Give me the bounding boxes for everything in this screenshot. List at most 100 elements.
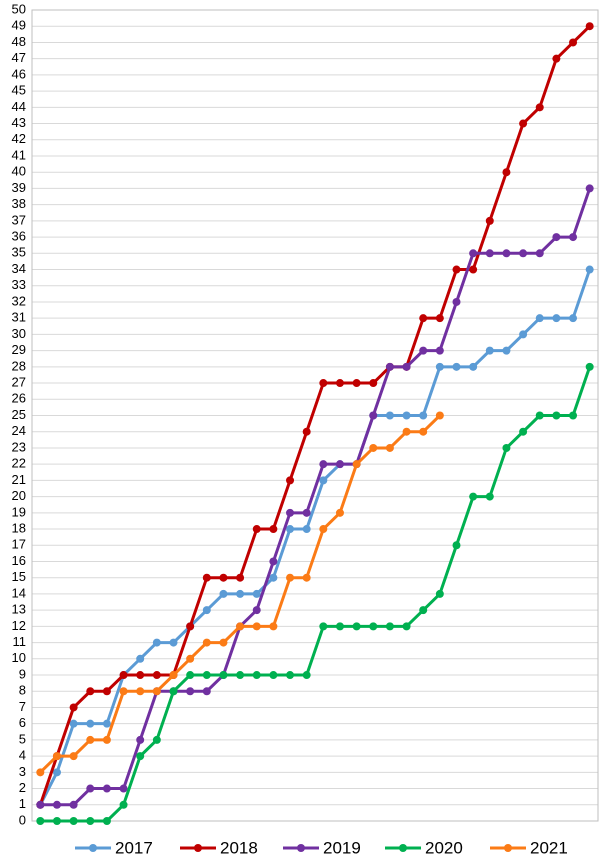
data-point (252, 589, 261, 598)
data-point (585, 22, 594, 31)
data-point (302, 671, 311, 680)
data-point (519, 330, 528, 339)
y-tick-label: 19 (12, 504, 26, 519)
data-point (485, 249, 494, 258)
data-point (219, 589, 228, 598)
data-point (152, 638, 161, 647)
data-point (469, 492, 478, 501)
y-tick-label: 22 (12, 456, 26, 471)
y-tick-label: 8 (19, 683, 26, 698)
y-tick-label: 29 (12, 342, 26, 357)
data-point (319, 379, 328, 388)
y-tick-label: 4 (19, 748, 26, 763)
data-point (419, 606, 428, 615)
y-tick-label: 35 (12, 245, 26, 260)
data-point (569, 38, 578, 47)
data-point (202, 573, 211, 582)
data-point (36, 768, 45, 777)
data-point (585, 362, 594, 371)
plot-border (31, 9, 599, 822)
series-line (38, 25, 591, 806)
y-tick-label: 21 (12, 472, 26, 487)
y-tick-label: 10 (12, 650, 26, 665)
data-point (352, 379, 361, 388)
data-point (535, 249, 544, 258)
data-point (352, 622, 361, 631)
data-point (385, 622, 394, 631)
y-tick-label: 20 (12, 488, 26, 503)
data-point (469, 265, 478, 274)
data-point (302, 573, 311, 582)
y-tick-label: 12 (12, 618, 26, 633)
legend-marker (504, 844, 512, 852)
data-point (485, 216, 494, 225)
y-tick-label: 46 (12, 66, 26, 81)
data-point (236, 671, 245, 680)
data-point (102, 719, 111, 728)
data-point (369, 443, 378, 452)
data-point (269, 671, 278, 680)
data-point (485, 346, 494, 355)
data-point (435, 589, 444, 598)
y-tick-label: 25 (12, 407, 26, 422)
data-point (502, 346, 511, 355)
data-point (569, 411, 578, 420)
y-tick-label: 17 (12, 537, 26, 552)
data-point (202, 671, 211, 680)
data-point (119, 671, 128, 680)
data-point (286, 671, 295, 680)
data-point (385, 411, 394, 420)
data-point (286, 476, 295, 485)
data-point (102, 735, 111, 744)
data-point (402, 622, 411, 631)
data-point (435, 314, 444, 323)
data-point (52, 768, 61, 777)
y-tick-label: 43 (12, 115, 26, 130)
y-tick-label: 41 (12, 147, 26, 162)
data-point (69, 719, 78, 728)
data-point (302, 525, 311, 534)
series-line (40, 366, 592, 823)
y-tick-label: 49 (12, 18, 26, 33)
data-point (286, 525, 295, 534)
data-point (552, 233, 561, 242)
data-point (52, 752, 61, 761)
data-point (202, 687, 211, 696)
data-point (469, 249, 478, 258)
data-point (236, 573, 245, 582)
data-point (186, 654, 195, 663)
y-tick-label: 39 (12, 180, 26, 195)
data-point (369, 622, 378, 631)
data-point (69, 703, 78, 712)
data-point (502, 249, 511, 258)
data-point (419, 314, 428, 323)
data-point (152, 671, 161, 680)
data-point (452, 265, 461, 274)
data-point (585, 184, 594, 193)
data-point (86, 735, 95, 744)
data-point (136, 671, 145, 680)
data-point (69, 817, 78, 825)
data-point (269, 557, 278, 566)
data-point (335, 460, 344, 469)
data-point (136, 752, 145, 761)
data-point (86, 817, 95, 825)
data-point (502, 168, 511, 177)
data-point (252, 525, 261, 534)
data-point (319, 476, 328, 485)
data-point (552, 314, 561, 323)
data-point (552, 54, 561, 63)
data-point (119, 784, 128, 793)
legend-label: 2017 (115, 838, 153, 857)
y-tick-label: 30 (12, 326, 26, 341)
data-point (452, 297, 461, 306)
data-point (319, 460, 328, 469)
legend-label: 2020 (425, 838, 463, 857)
data-point (335, 508, 344, 517)
y-tick-label: 45 (12, 83, 26, 98)
data-point (419, 427, 428, 436)
y-tick-label: 7 (19, 699, 26, 714)
y-tick-label: 24 (12, 423, 26, 438)
data-point (269, 622, 278, 631)
data-point (102, 687, 111, 696)
